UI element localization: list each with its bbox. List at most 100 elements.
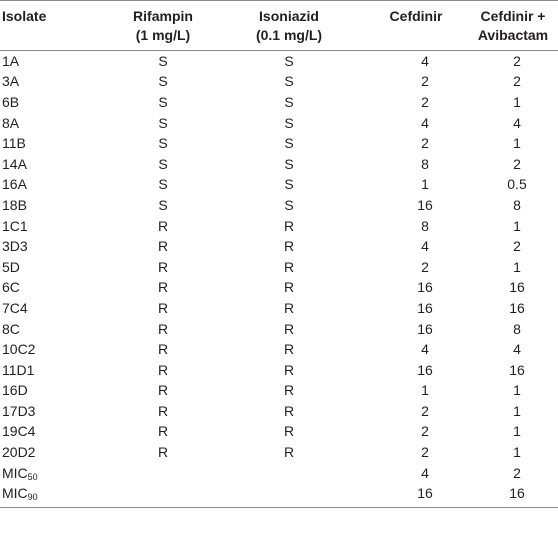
isolate-cell: 20D2 xyxy=(2,444,36,461)
combo-cell: 8 xyxy=(513,320,521,337)
isoniazid-cell: R xyxy=(283,382,295,399)
cefdinir-cell: 2 xyxy=(421,135,429,152)
isolate-cell: 17D3 xyxy=(2,402,36,419)
cefdinir-cell: 2 xyxy=(421,423,429,440)
isolate-cell: 5D xyxy=(2,258,20,275)
header-combo-line2: Avibactam xyxy=(477,27,549,43)
table-row: 6C R R 16 16 xyxy=(0,278,558,299)
mic-label-cell: MIC50 xyxy=(0,463,112,484)
rifampin-cell: R xyxy=(157,299,169,316)
mic-label-cell: MIC90 xyxy=(0,483,112,509)
table-row: 3D3 R R 4 2 xyxy=(0,236,558,257)
header-rifampin: Rifampin (1 mg/L) xyxy=(112,0,214,51)
table-row: 18B S S 16 8 xyxy=(0,195,558,216)
combo-cell: 1 xyxy=(513,135,521,152)
isolate-cell: 6C xyxy=(2,279,20,296)
combo-cell: 1 xyxy=(513,258,521,275)
isolate-cell: 8C xyxy=(2,320,20,337)
isoniazid-cell: R xyxy=(283,341,295,358)
table-row: 20D2 R R 2 1 xyxy=(0,442,558,463)
rifampin-cell: S xyxy=(158,155,168,172)
cefdinir-cell: 4 xyxy=(421,341,429,358)
rifampin-cell: R xyxy=(157,341,169,358)
rifampin-cell: R xyxy=(157,320,169,337)
isoniazid-cell: R xyxy=(283,238,295,255)
susceptibility-table: Isolate Rifampin (1 mg/L) Isoniazid (0.1… xyxy=(0,0,558,509)
table-header: Isolate Rifampin (1 mg/L) Isoniazid (0.1… xyxy=(0,0,558,51)
combo-cell: 4 xyxy=(513,114,521,131)
isoniazid-cell: S xyxy=(284,114,294,131)
table-row: 1C1 R R 8 1 xyxy=(0,216,558,237)
cefdinir-cell: 2 xyxy=(421,258,429,275)
header-rifampin-conc: (1 mg/L) xyxy=(135,27,191,43)
table-row: 11D1 R R 16 16 xyxy=(0,360,558,381)
table-row: 8A S S 4 4 xyxy=(0,113,558,134)
table-row: 6B S S 2 1 xyxy=(0,92,558,113)
combo-cell: 1 xyxy=(513,402,521,419)
isolate-cell: 11B xyxy=(2,135,26,152)
table-row: 1A S S 4 2 xyxy=(0,51,558,72)
cefdinir-cell: 4 xyxy=(421,464,429,481)
table-row: 11B S S 2 1 xyxy=(0,133,558,154)
header-isolate: Isolate xyxy=(0,0,112,51)
rifampin-cell: R xyxy=(157,444,169,461)
isoniazid-cell: S xyxy=(284,73,294,90)
combo-cell: 1 xyxy=(513,444,521,461)
isoniazid-cell xyxy=(214,463,364,484)
combo-cell: 16 xyxy=(509,299,525,316)
rifampin-cell: R xyxy=(157,382,169,399)
table-row: 10C2 R R 4 4 xyxy=(0,339,558,360)
isoniazid-cell: R xyxy=(283,423,295,440)
isoniazid-cell: S xyxy=(284,176,294,193)
table-row: 17D3 R R 2 1 xyxy=(0,401,558,422)
combo-cell: 1 xyxy=(513,382,521,399)
isolate-cell: 16A xyxy=(2,176,27,193)
rifampin-cell: S xyxy=(158,135,168,152)
header-cefdinir: Cefdinir xyxy=(364,0,468,51)
isolate-cell: 18B xyxy=(2,196,27,213)
table-row: 16D R R 1 1 xyxy=(0,381,558,402)
isoniazid-cell: S xyxy=(284,93,294,110)
rifampin-cell: R xyxy=(157,402,169,419)
isoniazid-cell: R xyxy=(283,279,295,296)
combo-cell: 2 xyxy=(513,73,521,90)
mic-label: MIC xyxy=(2,464,28,481)
rifampin-cell: S xyxy=(158,196,168,213)
mic-subscript: 50 xyxy=(27,471,38,482)
cefdinir-cell: 1 xyxy=(421,176,429,193)
cefdinir-cell: 2 xyxy=(421,73,429,90)
combo-cell: 0.5 xyxy=(507,176,527,193)
cefdinir-cell: 2 xyxy=(421,402,429,419)
header-isoniazid: Isoniazid (0.1 mg/L) xyxy=(214,0,364,51)
header-combo-line1: Cefdinir + xyxy=(480,8,546,24)
mic-subscript: 90 xyxy=(27,492,38,503)
isoniazid-cell: R xyxy=(283,402,295,419)
combo-cell: 1 xyxy=(513,423,521,440)
table-row: 19C4 R R 2 1 xyxy=(0,422,558,443)
combo-cell: 2 xyxy=(513,155,521,172)
combo-cell: 2 xyxy=(513,238,521,255)
table-row: 3A S S 2 2 xyxy=(0,72,558,93)
rifampin-cell: S xyxy=(158,114,168,131)
mic-label: MIC xyxy=(2,485,28,502)
summary-row: MIC90 16 16 xyxy=(0,483,558,509)
combo-cell: 2 xyxy=(513,52,521,69)
cefdinir-cell: 1 xyxy=(421,382,429,399)
rifampin-cell xyxy=(112,463,214,484)
isolate-cell: 3D3 xyxy=(2,238,28,255)
cefdinir-cell: 4 xyxy=(421,238,429,255)
cefdinir-cell: 2 xyxy=(421,444,429,461)
rifampin-cell: S xyxy=(158,52,168,69)
rifampin-cell: S xyxy=(158,73,168,90)
cefdinir-cell: 16 xyxy=(417,320,433,337)
rifampin-cell: S xyxy=(158,93,168,110)
isoniazid-cell: R xyxy=(283,258,295,275)
isoniazid-cell: R xyxy=(283,444,295,461)
isolate-cell: 11D1 xyxy=(2,361,35,378)
header-row: Isolate Rifampin (1 mg/L) Isoniazid (0.1… xyxy=(0,0,558,51)
table-row: 14A S S 8 2 xyxy=(0,154,558,175)
table-body: 1A S S 4 2 3A S S 2 2 6B S S 2 1 8A S S 4 4 11B S S 2 1 14A S S 8 2 16… xyxy=(0,51,558,509)
cefdinir-cell: 4 xyxy=(421,52,429,69)
rifampin-cell: R xyxy=(157,217,169,234)
combo-cell: 1 xyxy=(513,217,521,234)
